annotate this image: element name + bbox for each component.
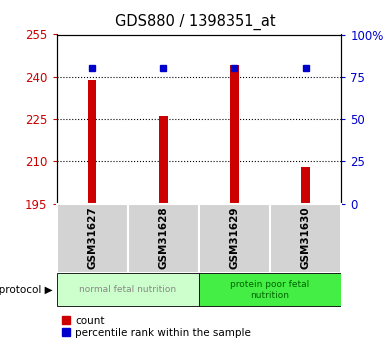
Bar <box>230 66 239 204</box>
Text: GSM31628: GSM31628 <box>158 207 168 269</box>
Bar <box>199 204 270 273</box>
Bar <box>128 204 199 273</box>
Text: GDS880 / 1398351_at: GDS880 / 1398351_at <box>115 14 275 30</box>
Legend: count, percentile rank within the sample: count, percentile rank within the sample <box>62 316 251 338</box>
Bar <box>88 80 96 204</box>
Text: GSM31629: GSM31629 <box>229 207 239 269</box>
Bar <box>301 167 310 204</box>
Bar <box>270 204 341 273</box>
Text: GSM31627: GSM31627 <box>87 207 97 269</box>
Text: growth protocol ▶: growth protocol ▶ <box>0 285 53 295</box>
Text: protein poor fetal
nutrition: protein poor fetal nutrition <box>230 280 310 299</box>
Bar <box>159 116 168 204</box>
Bar <box>57 273 199 306</box>
Bar <box>57 204 128 273</box>
Text: normal fetal nutrition: normal fetal nutrition <box>79 285 176 294</box>
Text: GSM31630: GSM31630 <box>301 207 311 269</box>
Bar <box>199 273 341 306</box>
